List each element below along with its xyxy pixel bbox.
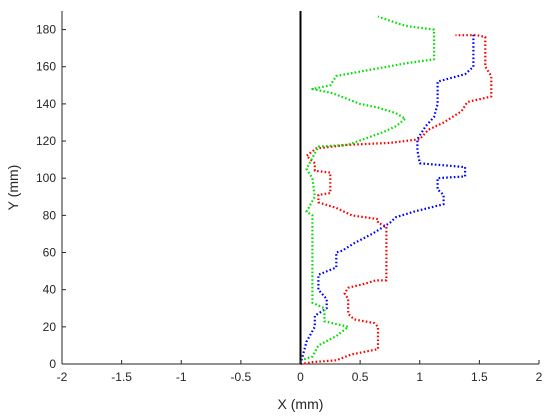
x-axis-label: X (mm) xyxy=(278,396,324,412)
x-tick-label: -1.5 xyxy=(111,370,132,384)
y-tick-label: 140 xyxy=(36,97,56,111)
y-tick-label: 180 xyxy=(36,23,56,37)
x-tick-label: 0 xyxy=(297,370,304,384)
y-tick-label: 160 xyxy=(36,60,56,74)
y-tick-label: 100 xyxy=(36,171,56,185)
x-tick-label: 2 xyxy=(536,370,543,384)
y-tick-label: 80 xyxy=(43,208,57,222)
x-tick-label: -0.5 xyxy=(231,370,252,384)
x-tick-label: 0.5 xyxy=(352,370,369,384)
y-tick-layer: 0 20 40 60 80 100 120 140 160 180 xyxy=(36,23,66,371)
x-tick-label: 1.5 xyxy=(471,370,488,384)
x-tick-label: -2 xyxy=(57,370,68,384)
series-layer xyxy=(299,15,493,366)
series-line-1 xyxy=(300,34,493,366)
y-tick-label: 120 xyxy=(36,134,56,148)
series-line-3 xyxy=(300,15,436,362)
series-line-2 xyxy=(299,33,475,365)
y-tick-label: 40 xyxy=(43,283,57,297)
y-tick-label: 60 xyxy=(43,246,57,260)
x-tick-label: 1 xyxy=(416,370,423,384)
x-tick-label: -1 xyxy=(176,370,187,384)
y-axis-label: Y (mm) xyxy=(5,165,21,211)
y-tick-label: 0 xyxy=(49,357,56,371)
y-tick-label: 20 xyxy=(43,320,57,334)
x-tick-layer: -2 -1.5 -1 -0.5 0 0.5 1 1.5 2 xyxy=(57,360,543,384)
